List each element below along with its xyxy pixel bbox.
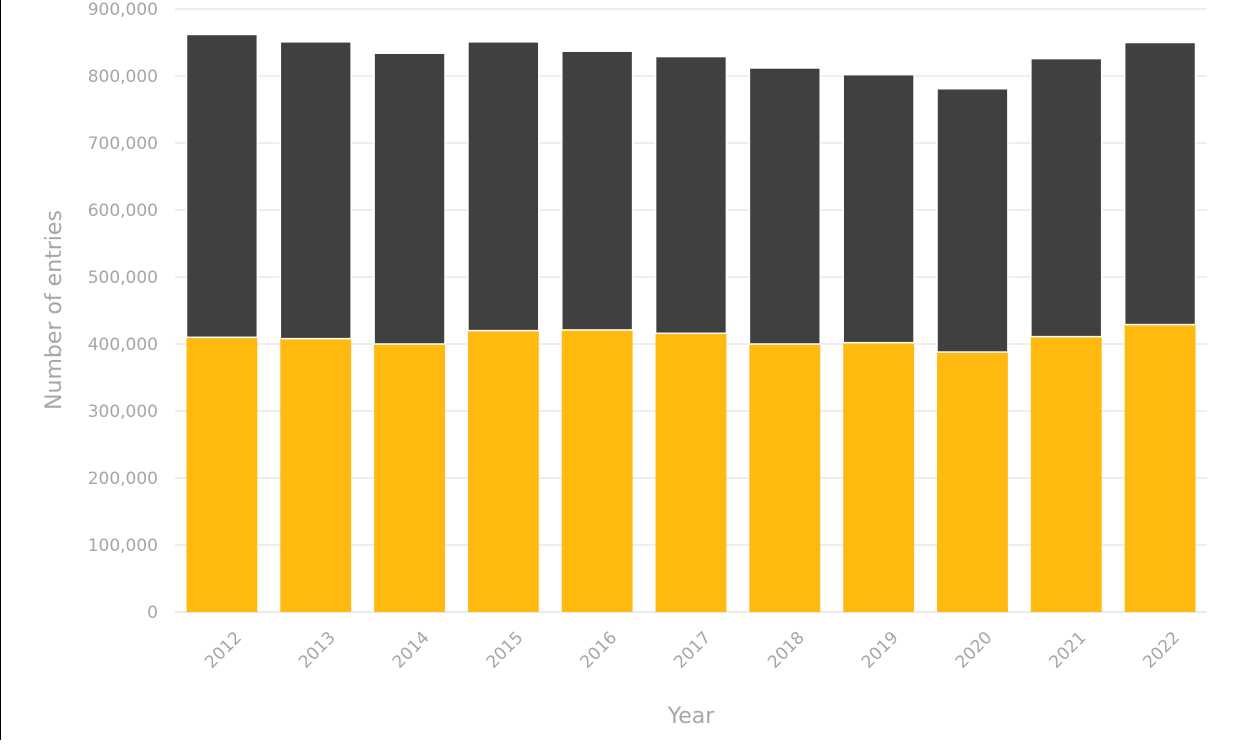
bar-2021-series-2 <box>1030 57 1103 338</box>
y-tick-label: 300,000 <box>88 402 158 422</box>
bar-2014-series-1 <box>374 344 445 612</box>
y-tick-label: 500,000 <box>88 268 158 288</box>
bar-2022-series-1 <box>1124 324 1196 612</box>
bar-2015-series-1 <box>467 330 539 612</box>
y-axis-title: Number of entries <box>42 210 67 410</box>
bar-2018-series-2 <box>748 67 821 345</box>
bar-2015-series-2 <box>467 41 540 332</box>
bar-2020-series-1 <box>937 352 1008 612</box>
y-tick-label: 600,000 <box>88 201 158 221</box>
y-tick-label: 700,000 <box>88 134 158 154</box>
y-tick-label: 200,000 <box>88 469 158 489</box>
x-tick-label: 2018 <box>764 628 809 673</box>
bar-2016-series-1 <box>561 329 633 612</box>
bar-2013-series-2 <box>279 41 352 340</box>
x-tick-label: 2020 <box>952 628 997 673</box>
y-tick-label: 100,000 <box>88 536 158 556</box>
y-tick-label: 900,000 <box>88 0 158 20</box>
bar-2021-series-1 <box>1030 336 1102 612</box>
bar-2016-series-2 <box>561 50 634 331</box>
x-tick-label: 2015 <box>483 628 528 673</box>
bar-2014-series-2 <box>373 52 446 345</box>
x-axis-ticks: 2012 2013 2014 2015 2016 2017 2018 2019 2020 2021… <box>201 628 1184 673</box>
bar-2012-series-2 <box>185 33 259 339</box>
bar-2012-series-1 <box>186 337 258 612</box>
bar-2013-series-1 <box>280 338 352 612</box>
y-tick-label: 0 <box>147 603 158 623</box>
bar-2022-series-2 <box>1123 41 1197 326</box>
y-axis-ticks: 0 100,000 200,000 300,000 400,000 500,000 600,… <box>88 0 158 623</box>
y-tick-label: 400,000 <box>88 335 158 355</box>
bar-2018-series-1 <box>749 344 821 612</box>
x-tick-label: 2016 <box>576 628 621 673</box>
x-tick-label: 2014 <box>389 628 434 673</box>
bars <box>185 33 1197 612</box>
bar-2020-series-2 <box>936 87 1009 353</box>
x-tick-label: 2017 <box>670 628 715 673</box>
bar-2019-series-1 <box>843 342 915 612</box>
bar-2019-series-2 <box>842 73 915 344</box>
x-tick-label: 2021 <box>1046 628 1091 673</box>
x-tick-label: 2013 <box>295 628 340 673</box>
y-tick-label: 800,000 <box>88 67 158 87</box>
x-axis-title: Year <box>667 704 716 729</box>
bar-2017-series-1 <box>655 333 727 612</box>
bar-2017-series-2 <box>654 55 728 335</box>
x-tick-label: 2019 <box>858 628 903 673</box>
x-tick-label: 2012 <box>201 628 246 673</box>
x-tick-label: 2022 <box>1139 628 1184 673</box>
